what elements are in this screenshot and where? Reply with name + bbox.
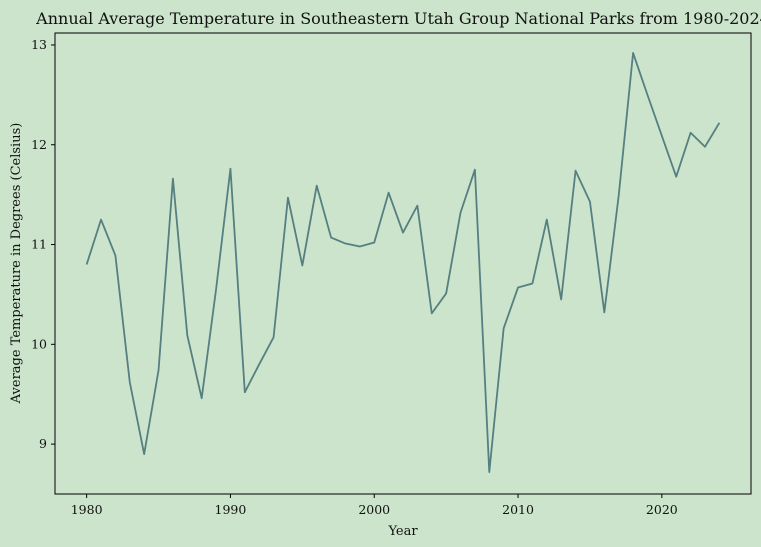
y-tick-label: 10 [31,336,47,351]
x-tick-label: 2000 [358,502,390,517]
y-tick-label: 11 [31,237,47,252]
x-tick-label: 2020 [646,502,678,517]
y-axis-label: Average Temperature in Degrees (Celsius) [9,123,24,405]
x-tick-label: 1980 [71,502,103,517]
chart-title: Annual Average Temperature in Southeaste… [35,9,761,28]
y-tick-label: 12 [31,137,47,152]
x-axis-label: Year [387,524,418,539]
y-tick-label: 9 [39,436,47,451]
x-tick-label: 1990 [215,502,247,517]
x-tick-label: 2010 [502,502,534,517]
y-tick-label: 13 [31,37,47,52]
